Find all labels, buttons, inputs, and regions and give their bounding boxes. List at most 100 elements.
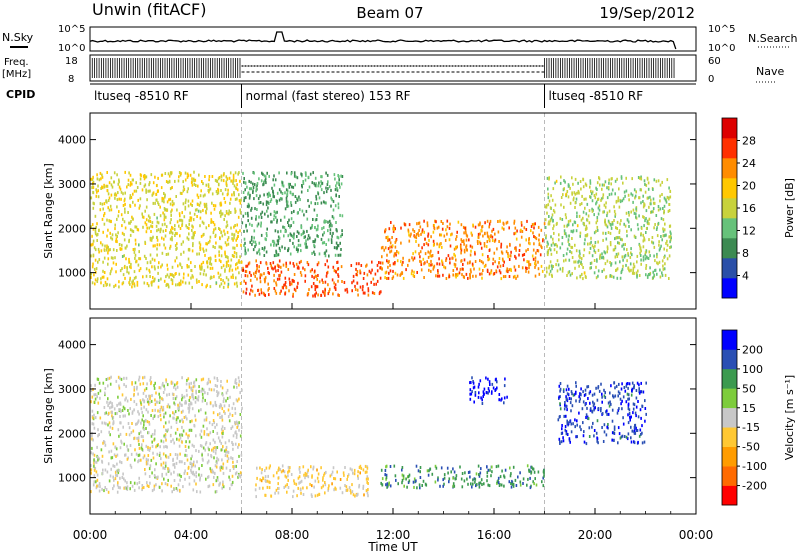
- power-cell: [588, 209, 591, 213]
- velocity-cell: [600, 409, 602, 413]
- power-cell: [257, 289, 259, 292]
- power-cell: [653, 245, 656, 249]
- power-cell: [265, 250, 268, 254]
- velocity-cell: [238, 443, 240, 447]
- velocity-cell: [202, 458, 204, 462]
- velocity-cell: [212, 446, 215, 450]
- freq-tick-bottom: 8: [68, 74, 74, 85]
- power-cell: [120, 247, 123, 251]
- velocity-cell: [135, 422, 137, 426]
- velocity-cell: [165, 438, 167, 442]
- power-cell: [613, 219, 615, 222]
- noise-strip: N.Sky 10^5 10^0 10^5 10^0 N.Search: [2, 24, 798, 54]
- velocity-cell: [468, 470, 471, 474]
- power-cell: [371, 260, 373, 264]
- power-cell: [259, 280, 262, 284]
- power-cell: [166, 208, 169, 212]
- power-cell: [584, 274, 587, 278]
- power-cell: [259, 201, 262, 204]
- power-cell: [332, 199, 335, 203]
- velocity-cell: [305, 472, 308, 476]
- velocity-cell: [203, 388, 205, 392]
- velocity-cell: [144, 468, 146, 471]
- power-cell: [604, 251, 607, 255]
- power-cell: [604, 218, 606, 222]
- velocity-cell: [563, 414, 565, 418]
- power-cell: [91, 223, 94, 227]
- power-cell: [549, 206, 552, 210]
- power-cell: [276, 191, 279, 195]
- power-cell: [320, 180, 322, 184]
- power-cell: [255, 215, 257, 219]
- power-cell: [268, 193, 271, 197]
- power-cell: [235, 186, 237, 190]
- power-cell: [91, 178, 94, 182]
- velocity-cell: [185, 389, 188, 393]
- velocity-cell: [212, 430, 214, 433]
- power-cell: [317, 261, 320, 265]
- power-cell: [570, 251, 573, 255]
- power-cell: [182, 185, 185, 189]
- power-cell: [577, 260, 579, 264]
- power-cell: [427, 234, 429, 238]
- power-cell: [251, 235, 253, 239]
- power-cell: [106, 184, 109, 188]
- velocity-cell: [204, 411, 207, 415]
- velocity-cell: [190, 468, 192, 472]
- power-cell: [160, 265, 162, 269]
- power-cell: [277, 242, 279, 246]
- power-cell: [309, 269, 312, 273]
- velocity-cell: [113, 478, 115, 482]
- power-cell: [270, 243, 272, 247]
- power-cell: [197, 203, 199, 206]
- velocity-cell: [607, 423, 609, 426]
- power-cell: [658, 260, 661, 264]
- power-cell: [131, 217, 134, 221]
- power-cell: [588, 251, 591, 255]
- power-cell: [607, 231, 610, 234]
- power-cell: [258, 201, 260, 205]
- power-cell: [670, 245, 672, 249]
- velocity-cell: [115, 473, 117, 477]
- power-cell: [282, 263, 285, 267]
- velocity-cell: [311, 484, 313, 488]
- power-cell: [217, 271, 220, 275]
- power-cell: [97, 184, 99, 188]
- power-cell: [162, 197, 165, 201]
- power-cell: [621, 255, 624, 259]
- velocity-cell: [92, 388, 94, 391]
- power-cell: [98, 178, 101, 182]
- power-cell: [545, 234, 547, 238]
- power-cell: [273, 273, 275, 277]
- velocity-cell: [93, 474, 96, 478]
- power-cell: [575, 249, 578, 253]
- power-cell: [225, 210, 228, 213]
- power-cell: [307, 292, 310, 295]
- velocity-cell: [601, 392, 603, 396]
- power-cell: [259, 194, 261, 198]
- power-cell: [98, 250, 100, 254]
- power-cell: [229, 197, 232, 201]
- power-cell: [250, 238, 253, 242]
- power-cell: [611, 188, 614, 192]
- power-cell: [564, 232, 567, 236]
- power-cell: [590, 261, 593, 265]
- power-cell: [191, 177, 193, 181]
- power-cell: [509, 242, 511, 246]
- power-cell: [379, 276, 382, 280]
- power-cell: [358, 262, 360, 266]
- power-cell: [210, 211, 212, 215]
- power-cell: [327, 187, 329, 191]
- power-cell: [174, 227, 176, 231]
- velocity-cell: [166, 445, 168, 449]
- velocity-colorbar-tick-label: -100: [742, 460, 767, 473]
- power-cell: [280, 289, 282, 293]
- power-cell: [191, 285, 193, 289]
- power-cell: [137, 263, 140, 267]
- power-cell: [272, 194, 275, 198]
- power-cell: [435, 274, 437, 278]
- power-cell: [317, 274, 319, 277]
- velocity-cell: [185, 432, 188, 436]
- velocity-cell: [125, 396, 127, 400]
- power-cell: [498, 240, 500, 243]
